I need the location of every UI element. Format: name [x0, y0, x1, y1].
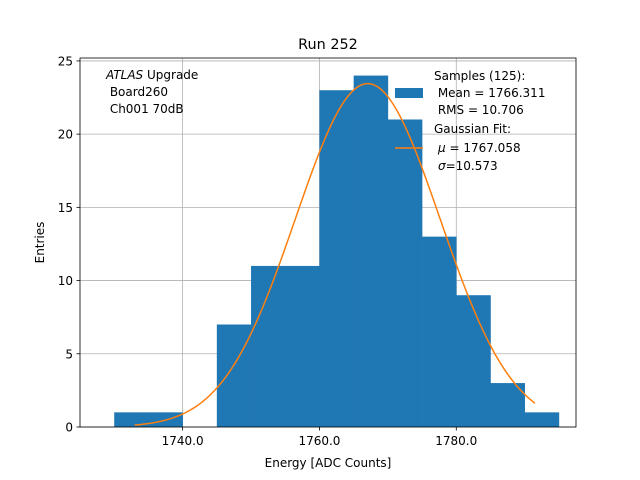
histogram-bar-6 — [319, 90, 354, 427]
histogram-bar-3 — [216, 324, 252, 427]
atlas-annotation: ATLAS Upgrade Board260 Ch001 70dB — [105, 68, 198, 116]
gaussian-fit-curve — [134, 82, 536, 426]
chart-title: Run 252 — [298, 37, 358, 53]
y-tick-label-5: 25 — [58, 54, 73, 68]
y-tick-label-0: 0 — [65, 421, 73, 435]
legend-mu-symbol: μ — [437, 141, 446, 155]
annotation-line-3: Ch001 70dB — [106, 102, 184, 116]
x-tick-label-0: 1740.0 — [162, 434, 204, 448]
annotation-atlas-italic: ATLAS — [105, 68, 144, 82]
legend-swatch-histogram — [395, 88, 423, 98]
legend-hist-line-2: Mean = 1766.311 — [434, 86, 545, 100]
y-tick-label-3: 15 — [58, 201, 73, 215]
legend: Samples (125): Mean = 1766.311 RMS = 10.… — [395, 69, 545, 173]
histogram-bar-11 — [490, 383, 525, 427]
legend-sigma-symbol: σ — [438, 159, 446, 173]
x-tick-label-2: 1780.0 — [435, 434, 477, 448]
annotation-line-1: ATLAS Upgrade — [105, 68, 198, 82]
legend-fit-line-3: σ=10.573 — [438, 159, 498, 173]
histogram-bar-5 — [285, 265, 320, 427]
histogram-bars — [114, 75, 560, 428]
legend-fit-line-2: μ = 1767.058 — [437, 141, 521, 155]
histogram-bar-12 — [524, 412, 560, 427]
histogram-bar-9 — [422, 236, 457, 427]
y-axis-ticks: 0 5 10 15 20 25 — [58, 54, 80, 435]
annotation-line-2: Board260 — [106, 85, 168, 99]
histogram-bar-8 — [387, 119, 423, 427]
histogram-bar-4 — [251, 265, 286, 427]
y-tick-label-2: 10 — [58, 274, 73, 288]
legend-hist-line-3: RMS = 10.706 — [434, 103, 524, 117]
x-axis-ticks: 1740.0 1760.0 1780.0 — [162, 427, 477, 448]
y-axis-label: Entries — [33, 222, 47, 264]
x-tick-label-1: 1760.0 — [298, 434, 340, 448]
histogram-bar-10 — [456, 295, 491, 427]
y-tick-label-4: 20 — [58, 128, 73, 142]
legend-fit-line-1: Gaussian Fit: — [434, 122, 511, 136]
histogram-bar-7 — [353, 75, 389, 428]
annotation-upgrade: Upgrade — [143, 68, 198, 82]
legend-mu-value: = 1767.058 — [446, 141, 521, 155]
legend-sigma-value: =10.573 — [446, 159, 498, 173]
y-tick-label-1: 5 — [65, 347, 73, 361]
histogram-bar-0 — [114, 412, 149, 427]
plot-frame — [79, 57, 577, 428]
x-axis-label: Energy [ADC Counts] — [265, 456, 392, 470]
legend-hist-line-1: Samples (125): — [434, 69, 525, 83]
